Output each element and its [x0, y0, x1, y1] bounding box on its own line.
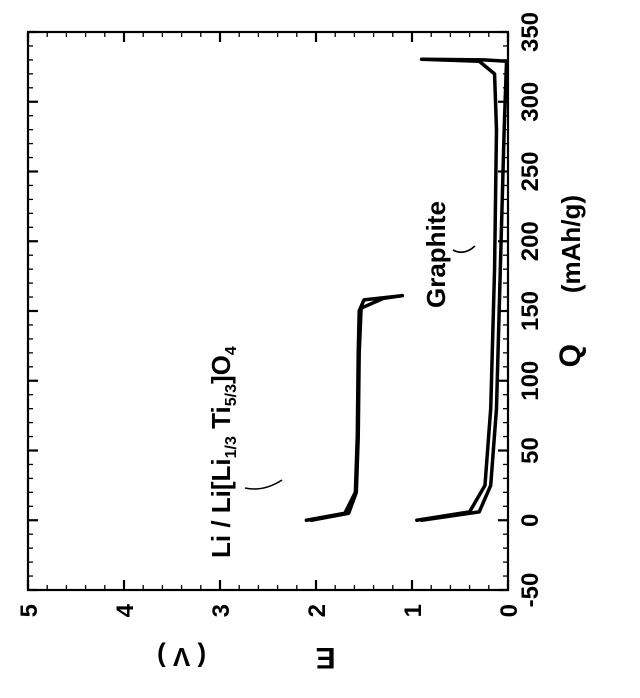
x-tick-label: 0 — [517, 514, 544, 527]
y-tick-label: 2 — [304, 604, 331, 617]
y-tick-label: 5 — [16, 604, 43, 617]
y-tick-label: 1 — [400, 604, 427, 617]
x-axis-label: Q — [554, 344, 587, 367]
voltage-capacity-chart: -50050100150200250300350012345Q(mAh/g)E(… — [0, 0, 640, 698]
y-axis-label: E — [316, 641, 336, 674]
x-tick-label: 300 — [517, 82, 544, 122]
x-axis-unit: (mAh/g) — [556, 195, 586, 293]
x-tick-label: -50 — [517, 573, 544, 608]
y-axis-unit: ( V ) — [157, 642, 206, 672]
x-tick-label: 350 — [517, 12, 544, 52]
y-tick-label: 0 — [496, 604, 523, 617]
y-tick-label: 4 — [112, 603, 139, 617]
x-tick-label: 250 — [517, 151, 544, 191]
x-tick-label: 150 — [517, 291, 544, 331]
series-label-graphite: Graphite — [421, 201, 451, 308]
y-tick-label: 3 — [208, 604, 235, 617]
x-tick-label: 100 — [517, 361, 544, 401]
x-tick-label: 50 — [517, 437, 544, 464]
plot-area — [28, 32, 508, 590]
x-tick-label: 200 — [517, 221, 544, 261]
